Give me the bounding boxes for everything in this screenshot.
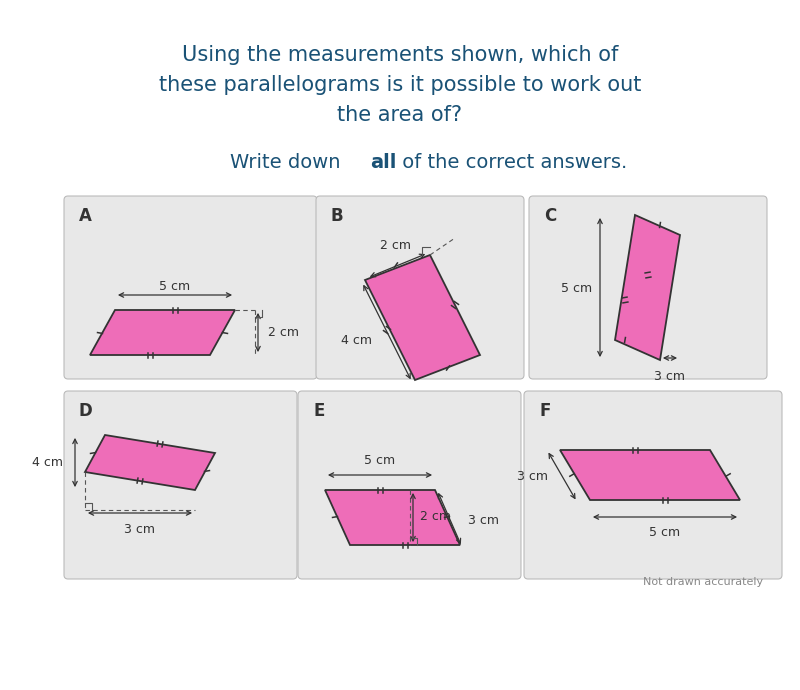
Text: of the correct answers.: of the correct answers. <box>396 152 627 172</box>
Text: 5 cm: 5 cm <box>561 282 592 295</box>
Polygon shape <box>90 310 235 355</box>
FancyBboxPatch shape <box>316 196 524 379</box>
FancyBboxPatch shape <box>298 391 521 579</box>
Text: E: E <box>314 402 325 420</box>
Text: 3 cm: 3 cm <box>468 513 499 526</box>
Text: Write down: Write down <box>230 152 346 172</box>
Polygon shape <box>560 450 740 500</box>
Text: 3 cm: 3 cm <box>125 523 155 536</box>
Text: 5 cm: 5 cm <box>159 281 190 293</box>
Polygon shape <box>365 255 480 380</box>
Text: all: all <box>370 152 396 172</box>
FancyBboxPatch shape <box>64 196 317 379</box>
Text: 3 cm: 3 cm <box>517 469 548 482</box>
Text: 5 cm: 5 cm <box>650 526 681 539</box>
Text: the area of?: the area of? <box>338 105 462 125</box>
Text: 2 cm: 2 cm <box>420 511 451 524</box>
FancyBboxPatch shape <box>529 196 767 379</box>
Text: 2 cm: 2 cm <box>268 326 299 339</box>
Text: C: C <box>544 207 556 225</box>
Text: B: B <box>330 207 343 225</box>
Text: 2 cm: 2 cm <box>379 239 410 252</box>
Text: 5 cm: 5 cm <box>365 454 395 467</box>
FancyBboxPatch shape <box>64 391 297 579</box>
Text: 4 cm: 4 cm <box>341 333 372 346</box>
Polygon shape <box>325 490 460 545</box>
Text: 4 cm: 4 cm <box>32 457 63 469</box>
FancyBboxPatch shape <box>524 391 782 579</box>
Polygon shape <box>85 435 215 490</box>
Text: D: D <box>78 402 92 420</box>
Polygon shape <box>615 215 680 360</box>
Text: Not drawn accurately: Not drawn accurately <box>643 577 763 587</box>
Text: A: A <box>78 207 91 225</box>
Text: Using the measurements shown, which of: Using the measurements shown, which of <box>182 45 618 65</box>
Text: 3 cm: 3 cm <box>654 370 686 383</box>
Text: these parallelograms is it possible to work out: these parallelograms is it possible to w… <box>159 75 641 95</box>
Text: F: F <box>539 402 550 420</box>
